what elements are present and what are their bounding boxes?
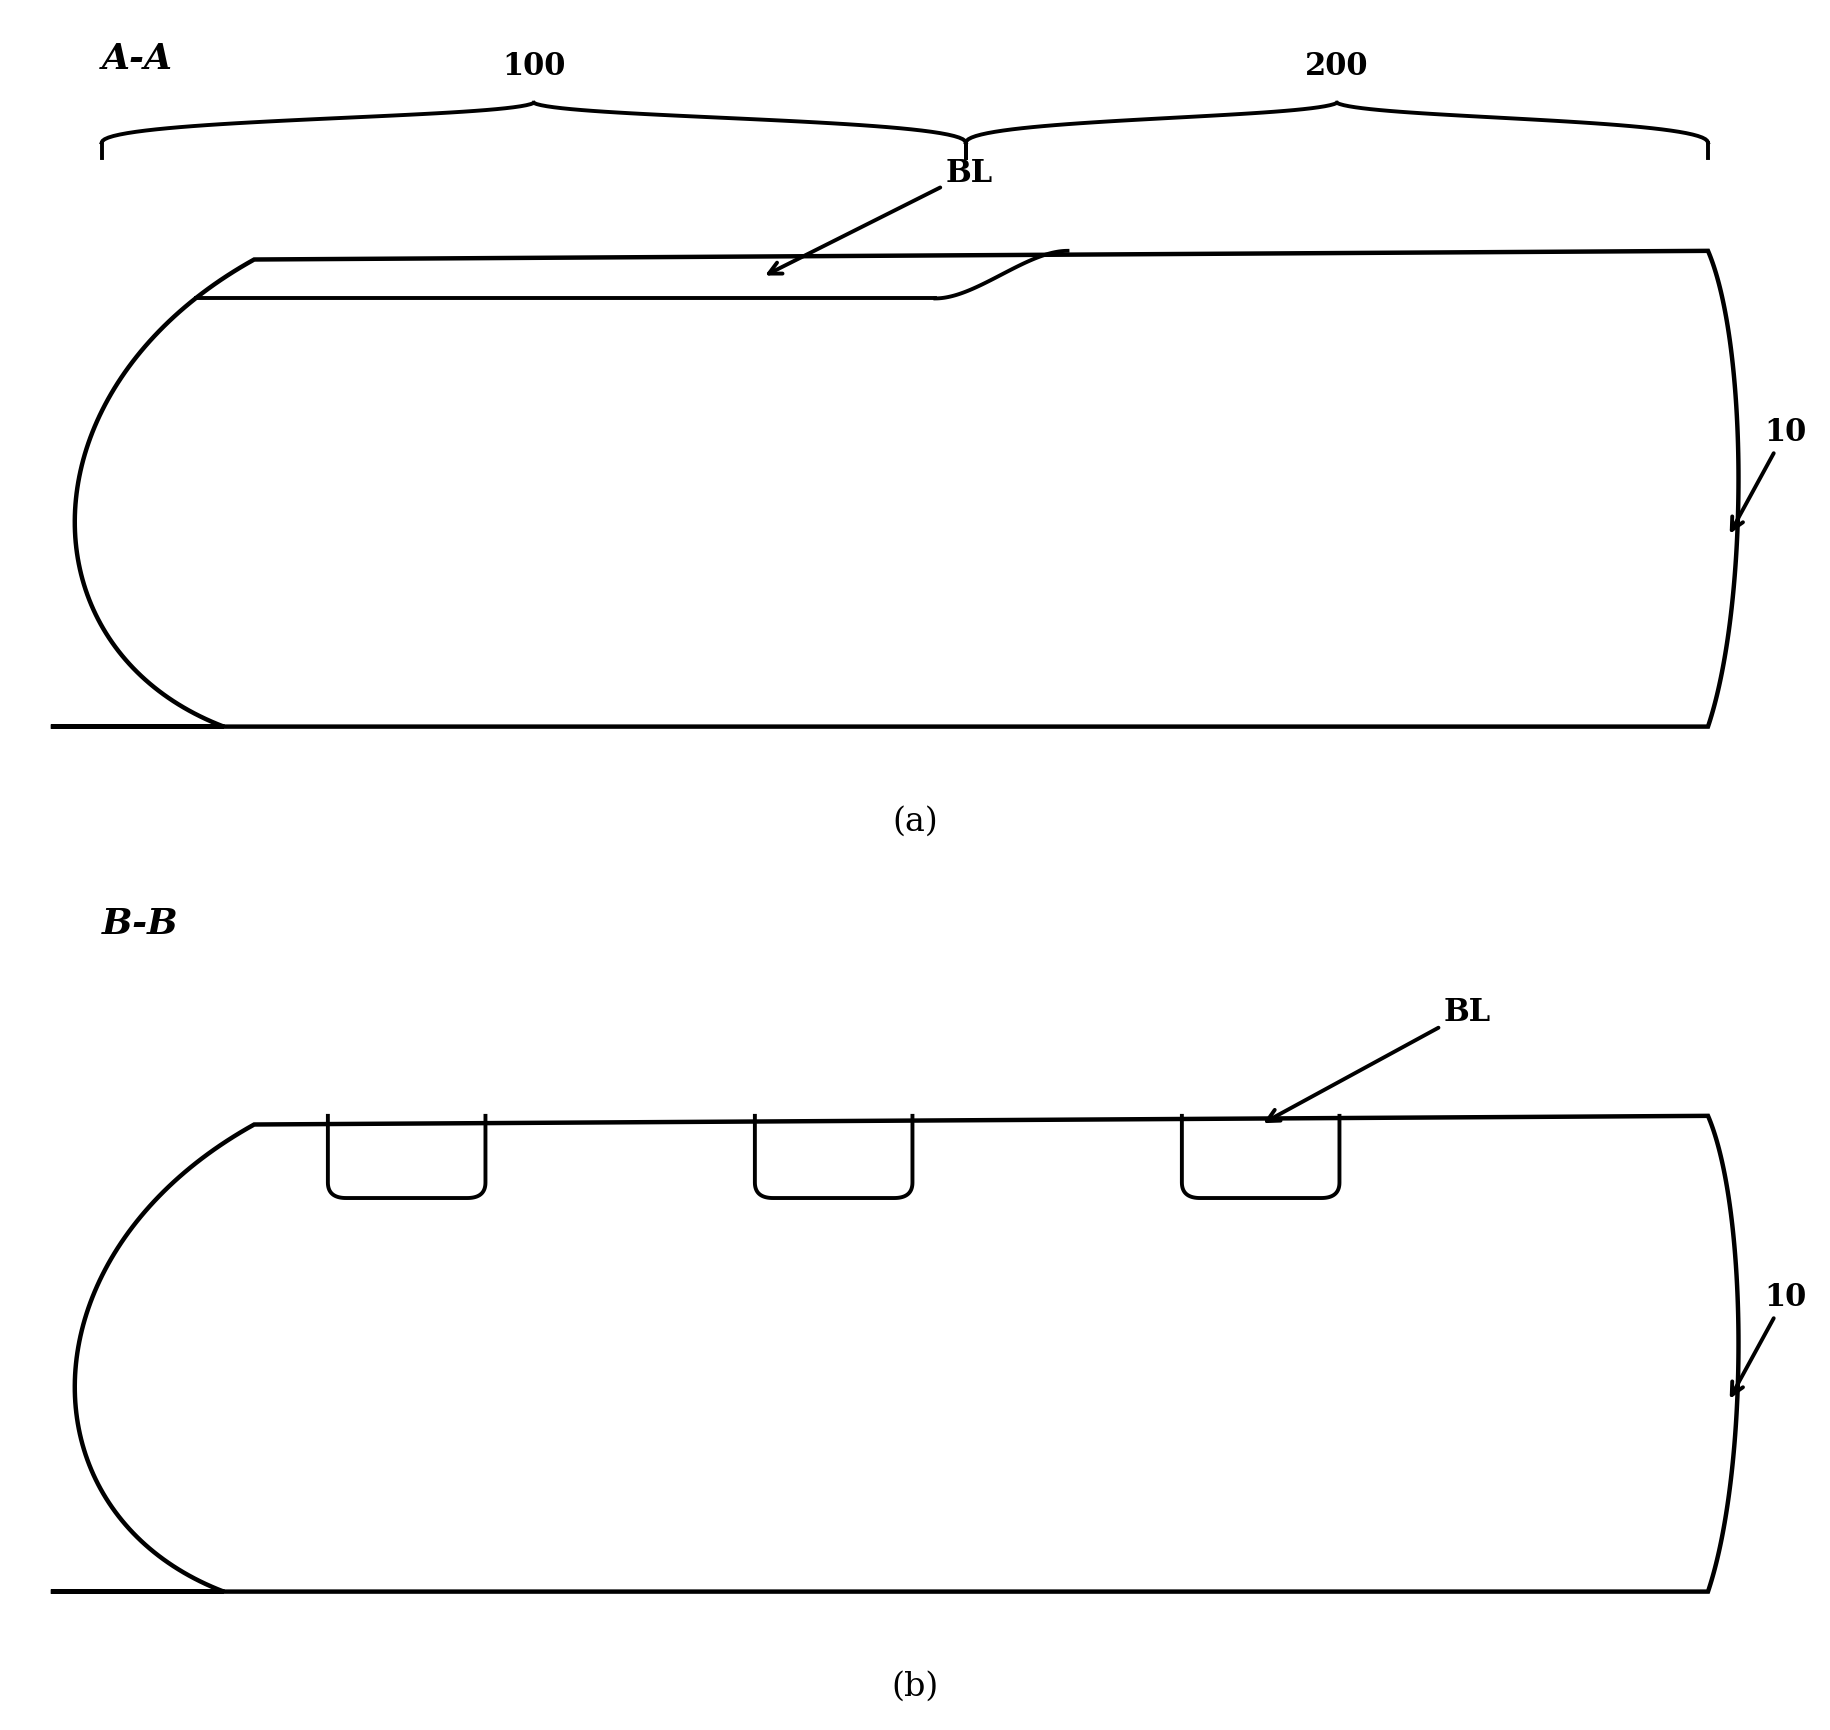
Text: 200: 200 [1305,52,1369,81]
Polygon shape [51,1116,1738,1592]
Text: 100: 100 [501,52,565,81]
Text: BL: BL [769,157,992,273]
Text: A-A: A-A [102,42,172,76]
Text: 10: 10 [1731,417,1806,529]
Text: (a): (a) [891,806,937,837]
Text: B-B: B-B [102,907,178,941]
Polygon shape [51,251,1738,727]
Text: 10: 10 [1731,1282,1806,1394]
Text: BL: BL [1266,996,1491,1121]
Text: (b): (b) [891,1671,939,1702]
